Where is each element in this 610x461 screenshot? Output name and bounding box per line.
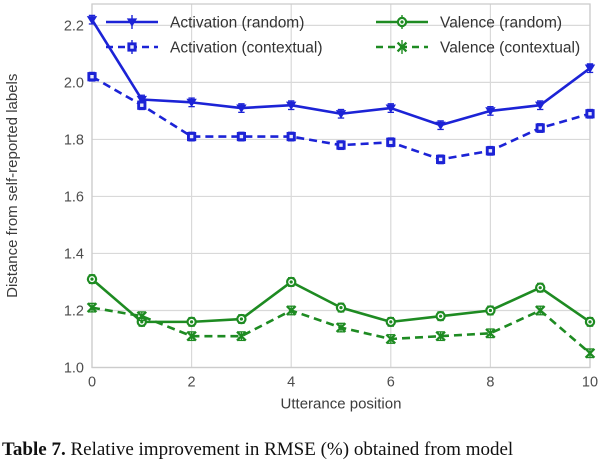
triangle-down-marker [335,110,347,119]
triangle-down-marker [535,101,546,111]
caption-table-number: Table 7. [2,439,66,460]
triangle-down-marker [136,95,147,105]
series-line-valence-random- [91,278,591,324]
square-marker-center [588,112,592,116]
square-marker-center [189,134,194,139]
x-tick-label: 4 [287,375,295,391]
triangle-down-marker [584,64,596,73]
circle-marker-center [289,280,293,284]
triangle-down-marker [86,16,98,25]
square-marker-center [339,143,343,147]
y-tick-label: 2.0 [64,75,84,91]
triangle-down-marker [236,104,247,113]
circle-marker-center [538,286,542,290]
triangle-down-marker [385,104,396,113]
x-marker [584,348,596,359]
triangle-down-marker [435,121,446,130]
circle-marker-center [439,314,443,318]
x-tick-label: 6 [387,375,395,391]
figure-caption: Table 7. Relative improvement in RMSE (%… [2,439,610,461]
triangle-down-marker [485,107,496,116]
legend-label: Valence (contextual) [440,40,580,57]
x-tick-label: 10 [582,375,598,391]
x-marker [236,330,247,342]
x-marker [385,333,397,345]
square-marker-center [239,134,244,139]
triangle-down-marker [186,98,197,108]
x-marker [86,302,98,313]
circle-marker-center [400,20,404,24]
y-tick-label: 1.6 [64,189,84,205]
y-tick-label: 2.2 [64,18,84,34]
x-tick-label: 2 [188,375,196,391]
square-marker-center [438,157,443,162]
x-tick-label: 0 [88,375,96,391]
x-marker [186,330,197,342]
x-marker [335,322,347,333]
x-marker [534,305,546,316]
legend-label: Valence (random) [440,15,562,32]
square-marker-center [389,140,393,144]
x-marker [485,328,496,339]
y-tick-label: 1.8 [64,132,84,148]
circle-marker-center [90,277,94,281]
y-tick-label: 1.4 [64,246,84,262]
x-tick-label: 8 [486,375,494,391]
x-axis-label: Utterance position [281,396,402,413]
circle-marker-center [389,320,393,324]
x-marker [285,305,297,316]
x-marker [396,41,408,53]
circle-marker-center [339,306,343,310]
square-marker-center [130,45,134,49]
circle-marker-center [488,308,492,313]
line-chart: 1.0 1.2 1.4 1.6 1.8 2.0 2.2 0 2 4 6 8 10 Utterance po… [4,3,598,413]
square-marker-center [140,103,144,107]
circle-marker-center [190,320,194,324]
chart-canvas: 1.0 1.2 1.4 1.6 1.8 2.0 2.2 0 2 4 6 8 10 Utterance po… [4,3,598,413]
y-tick-label: 1.2 [64,303,84,319]
circle-marker-center [239,317,243,321]
square-marker-center [90,75,94,79]
square-marker-center [289,134,293,139]
circle-marker-center [588,320,592,324]
square-marker-center [538,126,542,130]
y-axis-label: Distance from self-reported labels [4,74,21,298]
legend-label: Activation (random) [170,15,304,32]
plot-border [91,3,591,369]
x-marker [136,310,148,322]
x-marker [435,330,446,342]
square-marker-center [488,149,493,153]
y-tick-label: 1.0 [64,361,84,377]
triangle-down-marker [286,101,297,111]
triangle-down-marker [126,18,138,27]
caption-text: Relative improvement in RMSE (%) obtaine… [65,439,514,460]
legend-label: Activation (contextual) [170,40,323,57]
